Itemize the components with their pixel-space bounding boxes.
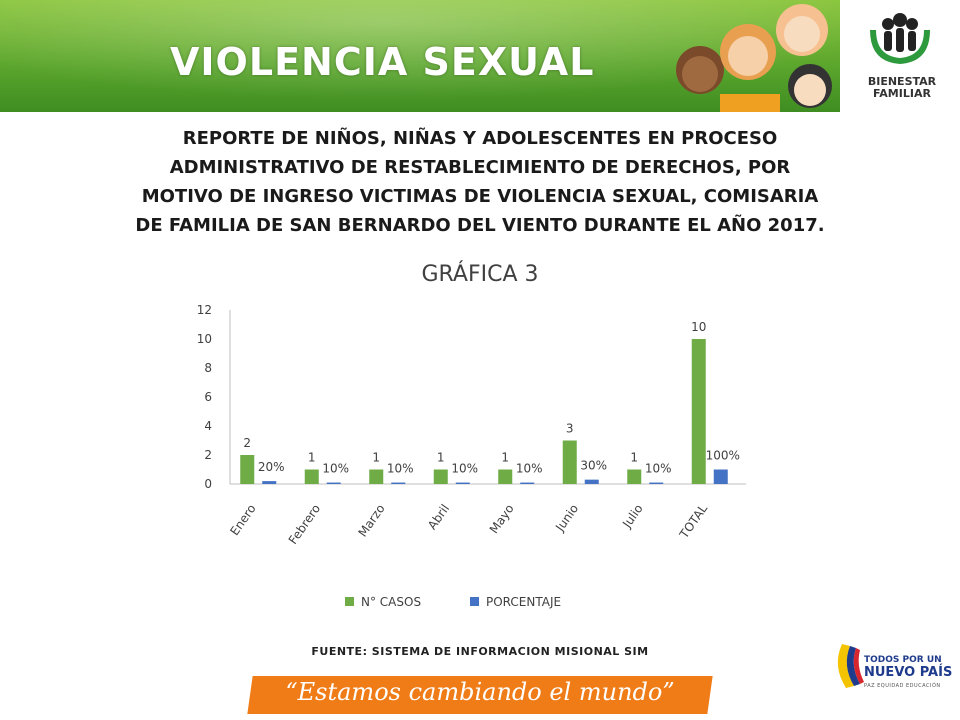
page-title: VIOLENCIA SEXUAL (170, 40, 595, 84)
legend-swatch (345, 597, 354, 606)
x-tick-label: Junio (552, 502, 581, 535)
data-label-porcentaje: 30% (580, 459, 607, 473)
subtitle-line: MOTIVO DE INGRESO VICTIMAS DE VIOLENCIA … (141, 186, 819, 207)
bar-casos (369, 469, 384, 484)
bar-casos (433, 469, 448, 484)
x-tick-label: Mayo (487, 502, 517, 536)
subtitle-line: REPORTE DE NIÑOS, NIÑAS Y ADOLESCENTES E… (182, 128, 778, 149)
x-tick-label: TOTAL (676, 501, 710, 541)
y-tick-label: 8 (204, 361, 212, 375)
data-label-porcentaje: 10% (645, 462, 672, 476)
y-tick-label: 4 (204, 419, 212, 433)
y-tick-label: 10 (197, 332, 212, 346)
data-label-casos: 10 (691, 320, 706, 334)
bar-casos (562, 440, 577, 484)
bar-casos (304, 469, 319, 484)
x-tick-label: Abril (425, 502, 452, 533)
bar-porcentaje (713, 469, 728, 484)
data-label-porcentaje: 10% (451, 462, 478, 476)
data-label-casos: 1 (630, 451, 638, 465)
data-label-casos: 1 (308, 451, 316, 465)
subtitle-line: ADMINISTRATIVO DE RESTABLECIMIENTO DE DE… (169, 157, 791, 178)
source-note: FUENTE: SISTEMA DE INFORMACION MISIONAL … (311, 645, 649, 658)
subtitle-line: DE FAMILIA DE SAN BERNARDO DEL VIENTO DU… (135, 215, 825, 236)
bar-casos (240, 455, 255, 484)
bar-casos (627, 469, 642, 484)
pais-text-line1: TODOS POR UN (864, 655, 942, 665)
y-tick-label: 12 (197, 303, 212, 317)
data-label-casos: 1 (372, 451, 380, 465)
bar-porcentaje (584, 479, 599, 484)
legend-label: PORCENTAJE (486, 595, 561, 609)
data-label-porcentaje: 100% (706, 449, 740, 463)
logo-text-line2: FAMILIAR (873, 87, 931, 100)
x-tick-label: Febrero (286, 502, 323, 547)
bar-porcentaje (262, 481, 277, 484)
bar-casos (691, 339, 706, 484)
children-illustration (676, 4, 832, 112)
y-tick-label: 2 (204, 448, 212, 462)
data-label-casos: 1 (437, 451, 445, 465)
bar-casos (498, 469, 513, 484)
data-label-casos: 1 (501, 451, 509, 465)
bar-porcentaje (649, 482, 664, 484)
data-label-porcentaje: 10% (516, 462, 543, 476)
legend-label: N° CASOS (361, 595, 421, 609)
pais-text-line3: PAZ EQUIDAD EDUCACIÓN (864, 683, 941, 689)
x-tick-label: Enero (227, 502, 258, 538)
family-hands-icon (870, 13, 930, 64)
bienestar-familiar-logo (840, 0, 960, 112)
slogan-text: “Estamos cambiando el mundo” (285, 678, 675, 706)
chart-title: GRÁFICA 3 (421, 262, 539, 287)
logo-text-line1: BIENESTAR (867, 75, 937, 88)
data-label-porcentaje: 20% (258, 460, 285, 474)
bar-porcentaje (520, 482, 535, 484)
x-tick-label: Marzo (355, 502, 387, 540)
legend-swatch (470, 597, 479, 606)
report-subtitle: REPORTE DE NIÑOS, NIÑAS Y ADOLESCENTES E… (10, 124, 950, 240)
data-label-casos: 2 (243, 436, 251, 450)
bar-porcentaje (326, 482, 341, 484)
y-tick-label: 0 (204, 477, 212, 491)
bienestar-familiar-text: BIENESTAR FAMILIAR (850, 76, 954, 100)
x-tick-label: Julio (619, 502, 645, 531)
data-label-porcentaje: 10% (322, 462, 349, 476)
bar-porcentaje (455, 482, 470, 484)
pais-text-line2: NUEVO PAÍS (864, 665, 953, 680)
bar-porcentaje (391, 482, 406, 484)
y-tick-label: 6 (204, 390, 212, 404)
data-label-casos: 3 (566, 422, 574, 436)
nuevo-pais-logo (837, 644, 864, 688)
data-label-porcentaje: 10% (387, 462, 414, 476)
bar-chart: 024681012220%Enero110%Febrero110%Marzo11… (197, 303, 746, 609)
